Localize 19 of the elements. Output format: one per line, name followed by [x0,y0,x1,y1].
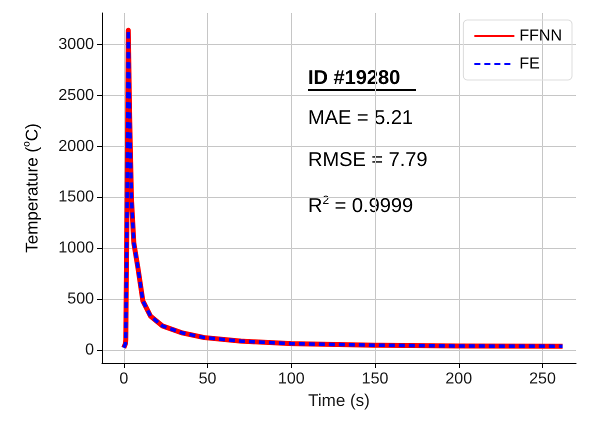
y-tick-label: 1500 [58,188,94,206]
legend-label: FFNN [519,28,562,44]
y-tick-label: 3000 [58,36,94,54]
x-tick-label: 0 [119,370,128,388]
y-tick-label: 2500 [58,86,94,104]
x-tick-label: 100 [278,370,305,388]
y-tick-label: 0 [85,341,94,358]
x-tick-label: 50 [198,370,217,388]
y-axis-title: Temperature (oC) [21,123,42,253]
annotation: MAE = 5.21 [308,107,414,129]
x-tick-label: 150 [362,370,388,388]
y-tick-label: 500 [67,290,94,308]
x-tick-label: 250 [529,370,556,388]
legend-label: FE [519,56,540,72]
x-tick-label: 200 [445,370,472,388]
y-tick-label: 1000 [58,240,94,257]
y-tick-label: 2000 [58,138,94,155]
x-axis-title: Time (s) [308,390,370,410]
annotation: ID #19280 [308,67,400,89]
